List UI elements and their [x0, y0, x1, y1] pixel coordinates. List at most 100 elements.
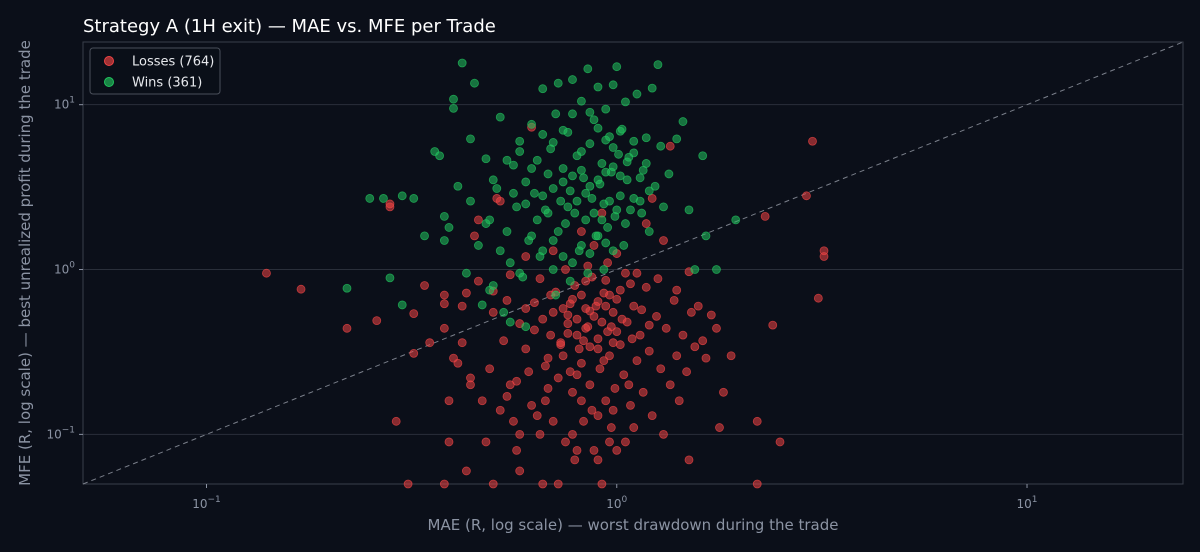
win-point — [568, 258, 577, 268]
loss-point — [474, 276, 483, 286]
win-point — [474, 241, 483, 250]
loss-point — [593, 297, 603, 306]
win-point — [527, 231, 536, 241]
win-point — [608, 246, 618, 256]
loss-point — [635, 330, 645, 340]
win-point — [593, 123, 603, 133]
win-point — [712, 265, 721, 274]
win-point — [563, 202, 573, 212]
loss-point — [701, 353, 711, 363]
win-point — [601, 238, 611, 248]
loss-point — [627, 334, 637, 344]
loss-point — [626, 279, 635, 289]
win-point — [532, 215, 542, 225]
win-point — [477, 300, 487, 310]
axis-ticks: 10−1 100 101 10−1 100 101 — [46, 96, 1037, 511]
win-point — [538, 191, 548, 201]
win-point — [641, 159, 651, 168]
loss-point — [530, 298, 539, 308]
loss-point — [698, 336, 708, 346]
win-point — [597, 159, 607, 168]
loss-point — [576, 290, 586, 300]
win-point — [608, 143, 618, 152]
win-point — [495, 112, 505, 122]
loss-point — [593, 411, 603, 420]
loss-point — [576, 358, 586, 368]
loss-point — [690, 342, 700, 352]
loss-point — [530, 325, 539, 335]
loss-point — [439, 323, 449, 333]
loss-point — [652, 311, 661, 321]
win-point — [678, 117, 688, 126]
loss-point — [619, 370, 629, 380]
win-point — [626, 205, 635, 215]
x-tick-label: 100 — [606, 495, 627, 511]
win-point — [659, 202, 668, 212]
loss-point — [579, 336, 588, 346]
win-point — [502, 227, 512, 236]
loss-point — [535, 274, 545, 284]
loss-point — [420, 281, 429, 290]
win-point — [527, 119, 536, 129]
win-point — [622, 175, 632, 185]
loss-point — [515, 466, 525, 476]
loss-point — [385, 199, 395, 209]
loss-point — [629, 423, 639, 432]
loss-point — [558, 304, 568, 313]
win-point — [615, 126, 625, 136]
series-wins — [342, 58, 741, 332]
loss-point — [466, 380, 475, 390]
loss-point — [541, 396, 550, 406]
loss-point — [593, 334, 603, 344]
loss-point — [589, 445, 599, 455]
loss-point — [495, 196, 505, 206]
loss-point — [693, 301, 703, 311]
legend: Losses (764) Wins (361) — [89, 47, 221, 95]
loss-point — [543, 353, 553, 363]
win-point — [521, 322, 531, 332]
win-point — [644, 227, 654, 236]
loss-point — [656, 364, 666, 374]
loss-point — [457, 338, 467, 348]
loss-point — [439, 479, 449, 489]
loss-point — [632, 356, 642, 366]
loss-point — [521, 304, 531, 313]
win-point — [509, 188, 518, 198]
win-point — [365, 194, 375, 203]
loss-point — [372, 316, 382, 325]
loss-point — [512, 376, 522, 386]
win-point — [698, 151, 708, 161]
win-point — [461, 268, 471, 278]
loss-point — [574, 344, 584, 354]
loss-point — [425, 338, 435, 348]
win-point — [556, 196, 566, 206]
win-point — [515, 268, 525, 278]
win-point — [621, 97, 630, 107]
win-point — [538, 84, 548, 94]
win-point — [601, 104, 611, 114]
loss-point — [644, 320, 654, 330]
loss-point — [752, 479, 762, 489]
loss-point — [495, 405, 505, 415]
win-point — [481, 219, 491, 228]
win-point — [601, 135, 611, 145]
series-losses — [262, 122, 829, 489]
win-point — [565, 186, 575, 196]
win-point — [629, 136, 639, 146]
loss-point — [502, 391, 512, 401]
win-point — [515, 147, 525, 156]
loss-point — [597, 479, 607, 489]
win-point — [672, 134, 682, 144]
win-point — [532, 155, 542, 165]
win-point — [548, 236, 558, 245]
loss-point — [585, 380, 595, 390]
loss-point — [403, 479, 413, 489]
win-point — [579, 173, 588, 183]
loss-point — [665, 380, 675, 390]
win-point — [581, 188, 591, 198]
loss-point — [527, 400, 536, 410]
win-point — [385, 273, 395, 283]
loss-point — [461, 288, 471, 298]
loss-point — [813, 293, 823, 303]
win-point — [641, 133, 651, 143]
